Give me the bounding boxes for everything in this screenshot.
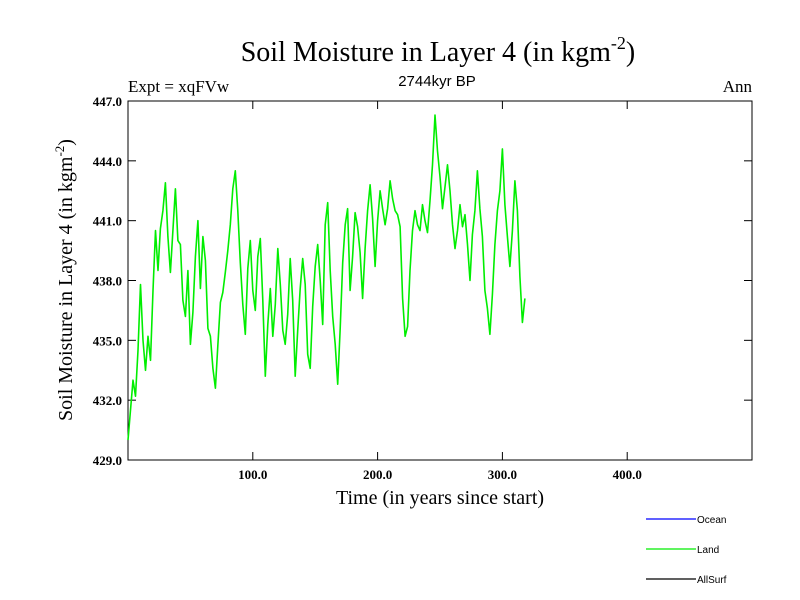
season-label: Ann — [723, 77, 753, 96]
plot-frame — [127, 100, 753, 461]
legend-label-ocean: Ocean — [697, 515, 726, 526]
x-axis: 100.0 200.0 300.0 400.0 — [238, 101, 642, 482]
y-axis: 429.0 432.0 435.0 438.0 441.0 444.0 447.0 — [93, 94, 752, 468]
legend-label-land: Land — [697, 545, 719, 556]
x-tick-label: 300.0 — [488, 467, 517, 482]
series-line-land — [127, 114, 526, 441]
y-tick-label: 435.0 — [93, 333, 122, 348]
chart-title-close: ) — [626, 37, 635, 68]
x-tick-label: 100.0 — [238, 467, 267, 482]
y-tick-label: 429.0 — [93, 453, 122, 468]
x-tick-label: 400.0 — [613, 467, 642, 482]
y-axis-label-text: Soil Moisture in Layer 4 (in kgm — [55, 156, 77, 421]
y-tick-label: 441.0 — [93, 214, 122, 229]
y-axis-label-superscript: -2 — [52, 146, 67, 157]
series-layer — [127, 114, 526, 441]
y-tick-label: 432.0 — [93, 393, 122, 408]
y-axis-label: Soil Moisture in Layer 4 (in kgm-2) — [52, 139, 77, 421]
x-axis-label: Time (in years since start) — [336, 487, 544, 509]
y-tick-label: 438.0 — [93, 274, 122, 289]
y-tick-label: 447.0 — [93, 94, 122, 109]
plot-border — [127, 100, 753, 461]
chart-title-text: Soil Moisture in Layer 4 (in kgm — [241, 37, 611, 68]
experiment-label: Expt = xqFVw — [128, 77, 230, 96]
legend: Ocean Land AllSurf — [646, 515, 727, 586]
x-tick-label: 200.0 — [363, 467, 392, 482]
y-tick-label: 444.0 — [93, 154, 122, 169]
chart-title-superscript: -2 — [611, 33, 626, 53]
legend-label-allsurf: AllSurf — [697, 575, 727, 586]
y-axis-label-close: ) — [55, 139, 77, 146]
chart-title: Soil Moisture in Layer 4 (in kgm-2) — [241, 33, 636, 68]
period-label: 2744kyr BP — [398, 73, 476, 90]
